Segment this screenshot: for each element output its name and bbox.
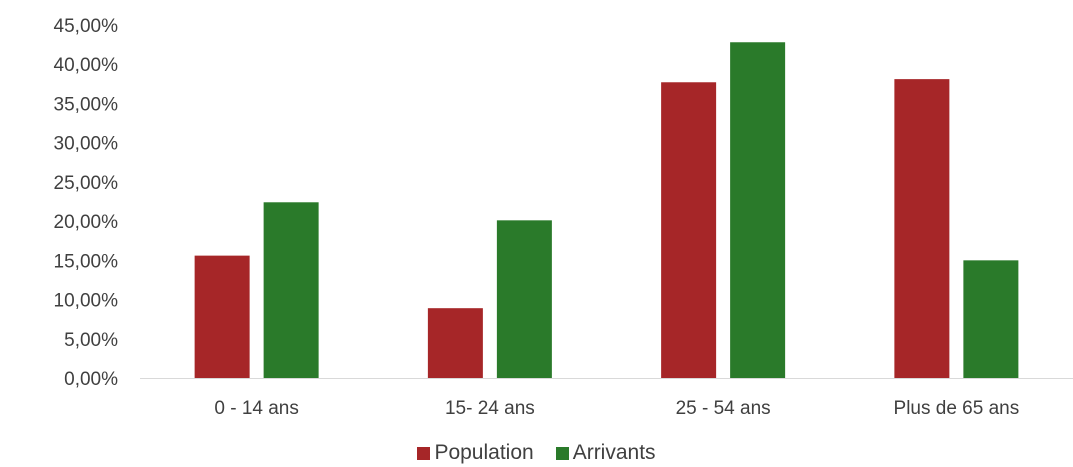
x-tick-label: Plus de 65 ans (894, 398, 1020, 419)
y-tick-label: 10,00% (54, 291, 119, 312)
bar-population-3 (894, 79, 950, 379)
legend-label-population: Population (434, 441, 534, 464)
legend-swatch-population (417, 446, 431, 460)
y-tick-label: 5,00% (64, 330, 118, 351)
y-tick-label: 45,00% (54, 16, 119, 37)
legend: Population Arrivants (0, 441, 1073, 465)
bar-population-1 (427, 308, 483, 378)
legend-item-population: Population (417, 441, 534, 465)
legend-swatch-arrivants (555, 446, 569, 460)
y-tick-label: 15,00% (54, 251, 119, 272)
x-tick-label: 25 - 54 ans (676, 398, 771, 419)
bar-arrivants-2 (730, 42, 786, 378)
y-tick-label: 20,00% (54, 212, 119, 233)
legend-label-arrivants: Arrivants (572, 441, 656, 464)
legend-item-arrivants: Arrivants (555, 441, 656, 465)
y-tick-label: 40,00% (54, 55, 119, 76)
bar-population-0 (194, 255, 250, 378)
y-tick-label: 25,00% (54, 173, 119, 194)
bar-population-2 (661, 82, 717, 379)
bar-arrivants-3 (963, 260, 1019, 378)
y-tick-label: 30,00% (54, 134, 119, 155)
x-tick-label: 0 - 14 ans (214, 398, 299, 419)
y-tick-label: 35,00% (54, 94, 119, 115)
bar-arrivants-1 (496, 220, 552, 378)
x-tick-label: 15- 24 ans (445, 398, 535, 419)
bar-arrivants-0 (263, 202, 319, 378)
bar-chart: 0,00% 5,00% 10,00% 15,00% 20,00% 25,00% 30,00%… (54, 16, 1073, 419)
y-tick-label: 0,00% (64, 369, 118, 390)
